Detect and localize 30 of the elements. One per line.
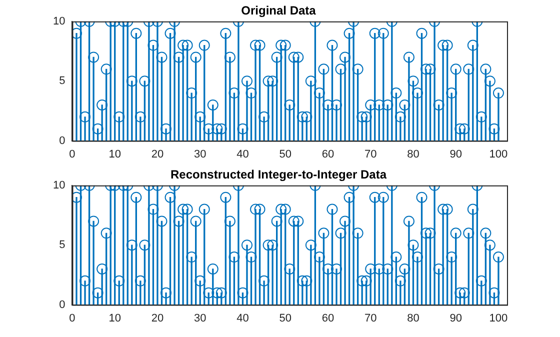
x-tick-label: 90 [450,312,462,324]
x-tick-label: 60 [322,312,334,324]
y-tick-label: 5 [59,75,66,88]
x-tick-label: 20 [151,312,164,324]
x-tick-label: 30 [194,312,206,324]
x-tick-label: 90 [450,148,462,160]
x-tick-label: 40 [236,312,249,324]
x-tick-label: 100 [489,312,508,324]
x-tick-label: 60 [322,148,334,160]
y-tick-label: 0 [59,298,66,311]
x-tick-label: 10 [108,312,121,324]
y-tick-label: 10 [52,15,66,28]
x-tick-label: 40 [236,148,249,160]
x-tick-label: 20 [151,148,164,160]
x-tick-label: 80 [407,312,420,324]
y-tick-label: 5 [59,239,66,252]
x-tick-label: 0 [69,312,76,324]
chart-title: Reconstructed Integer-to-Integer Data [170,168,387,182]
chart-title: Original Data [241,4,316,18]
x-tick-label: 50 [279,312,292,324]
y-tick-label: 0 [59,134,66,147]
x-tick-label: 70 [364,312,377,324]
x-tick-label: 0 [69,148,76,160]
x-tick-label: 10 [108,148,121,160]
x-tick-label: 100 [489,148,508,160]
x-tick-label: 50 [279,148,292,160]
x-tick-label: 70 [364,148,377,160]
x-tick-label: 30 [194,148,206,160]
x-tick-label: 80 [407,148,420,160]
y-tick-label: 10 [52,179,66,192]
